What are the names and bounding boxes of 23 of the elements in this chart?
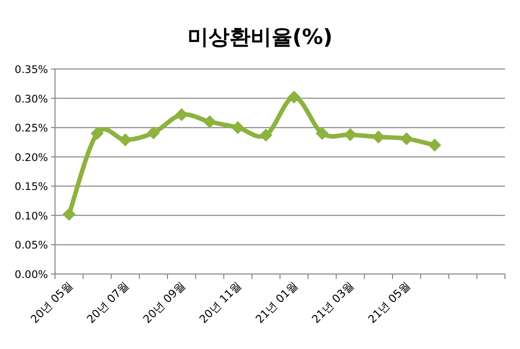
- y-tick-label: 0.20%: [14, 152, 48, 164]
- y-tick-label: 0.35%: [14, 64, 48, 76]
- y-tick-label: 0.15%: [14, 181, 48, 194]
- y-tick-label: 0.05%: [14, 240, 48, 252]
- point: [259, 128, 272, 142]
- y-tick-label: 0.10%: [14, 210, 48, 222]
- point: [146, 126, 160, 140]
- point: [175, 108, 188, 122]
- point: [288, 90, 301, 104]
- point: [400, 132, 414, 146]
- point: [316, 126, 329, 140]
- point: [231, 121, 244, 134]
- point: [372, 130, 385, 144]
- point: [118, 133, 132, 146]
- point: [203, 115, 216, 128]
- y-tick-label: 0.30%: [14, 93, 48, 106]
- y-tick-label: 0.00%: [14, 269, 48, 281]
- point: [62, 208, 76, 221]
- point: [90, 126, 104, 140]
- y-tick-label: 0.25%: [14, 122, 48, 135]
- point: [344, 128, 357, 142]
- chart-title: 미상환비율(%): [187, 25, 333, 49]
- point: [428, 138, 442, 152]
